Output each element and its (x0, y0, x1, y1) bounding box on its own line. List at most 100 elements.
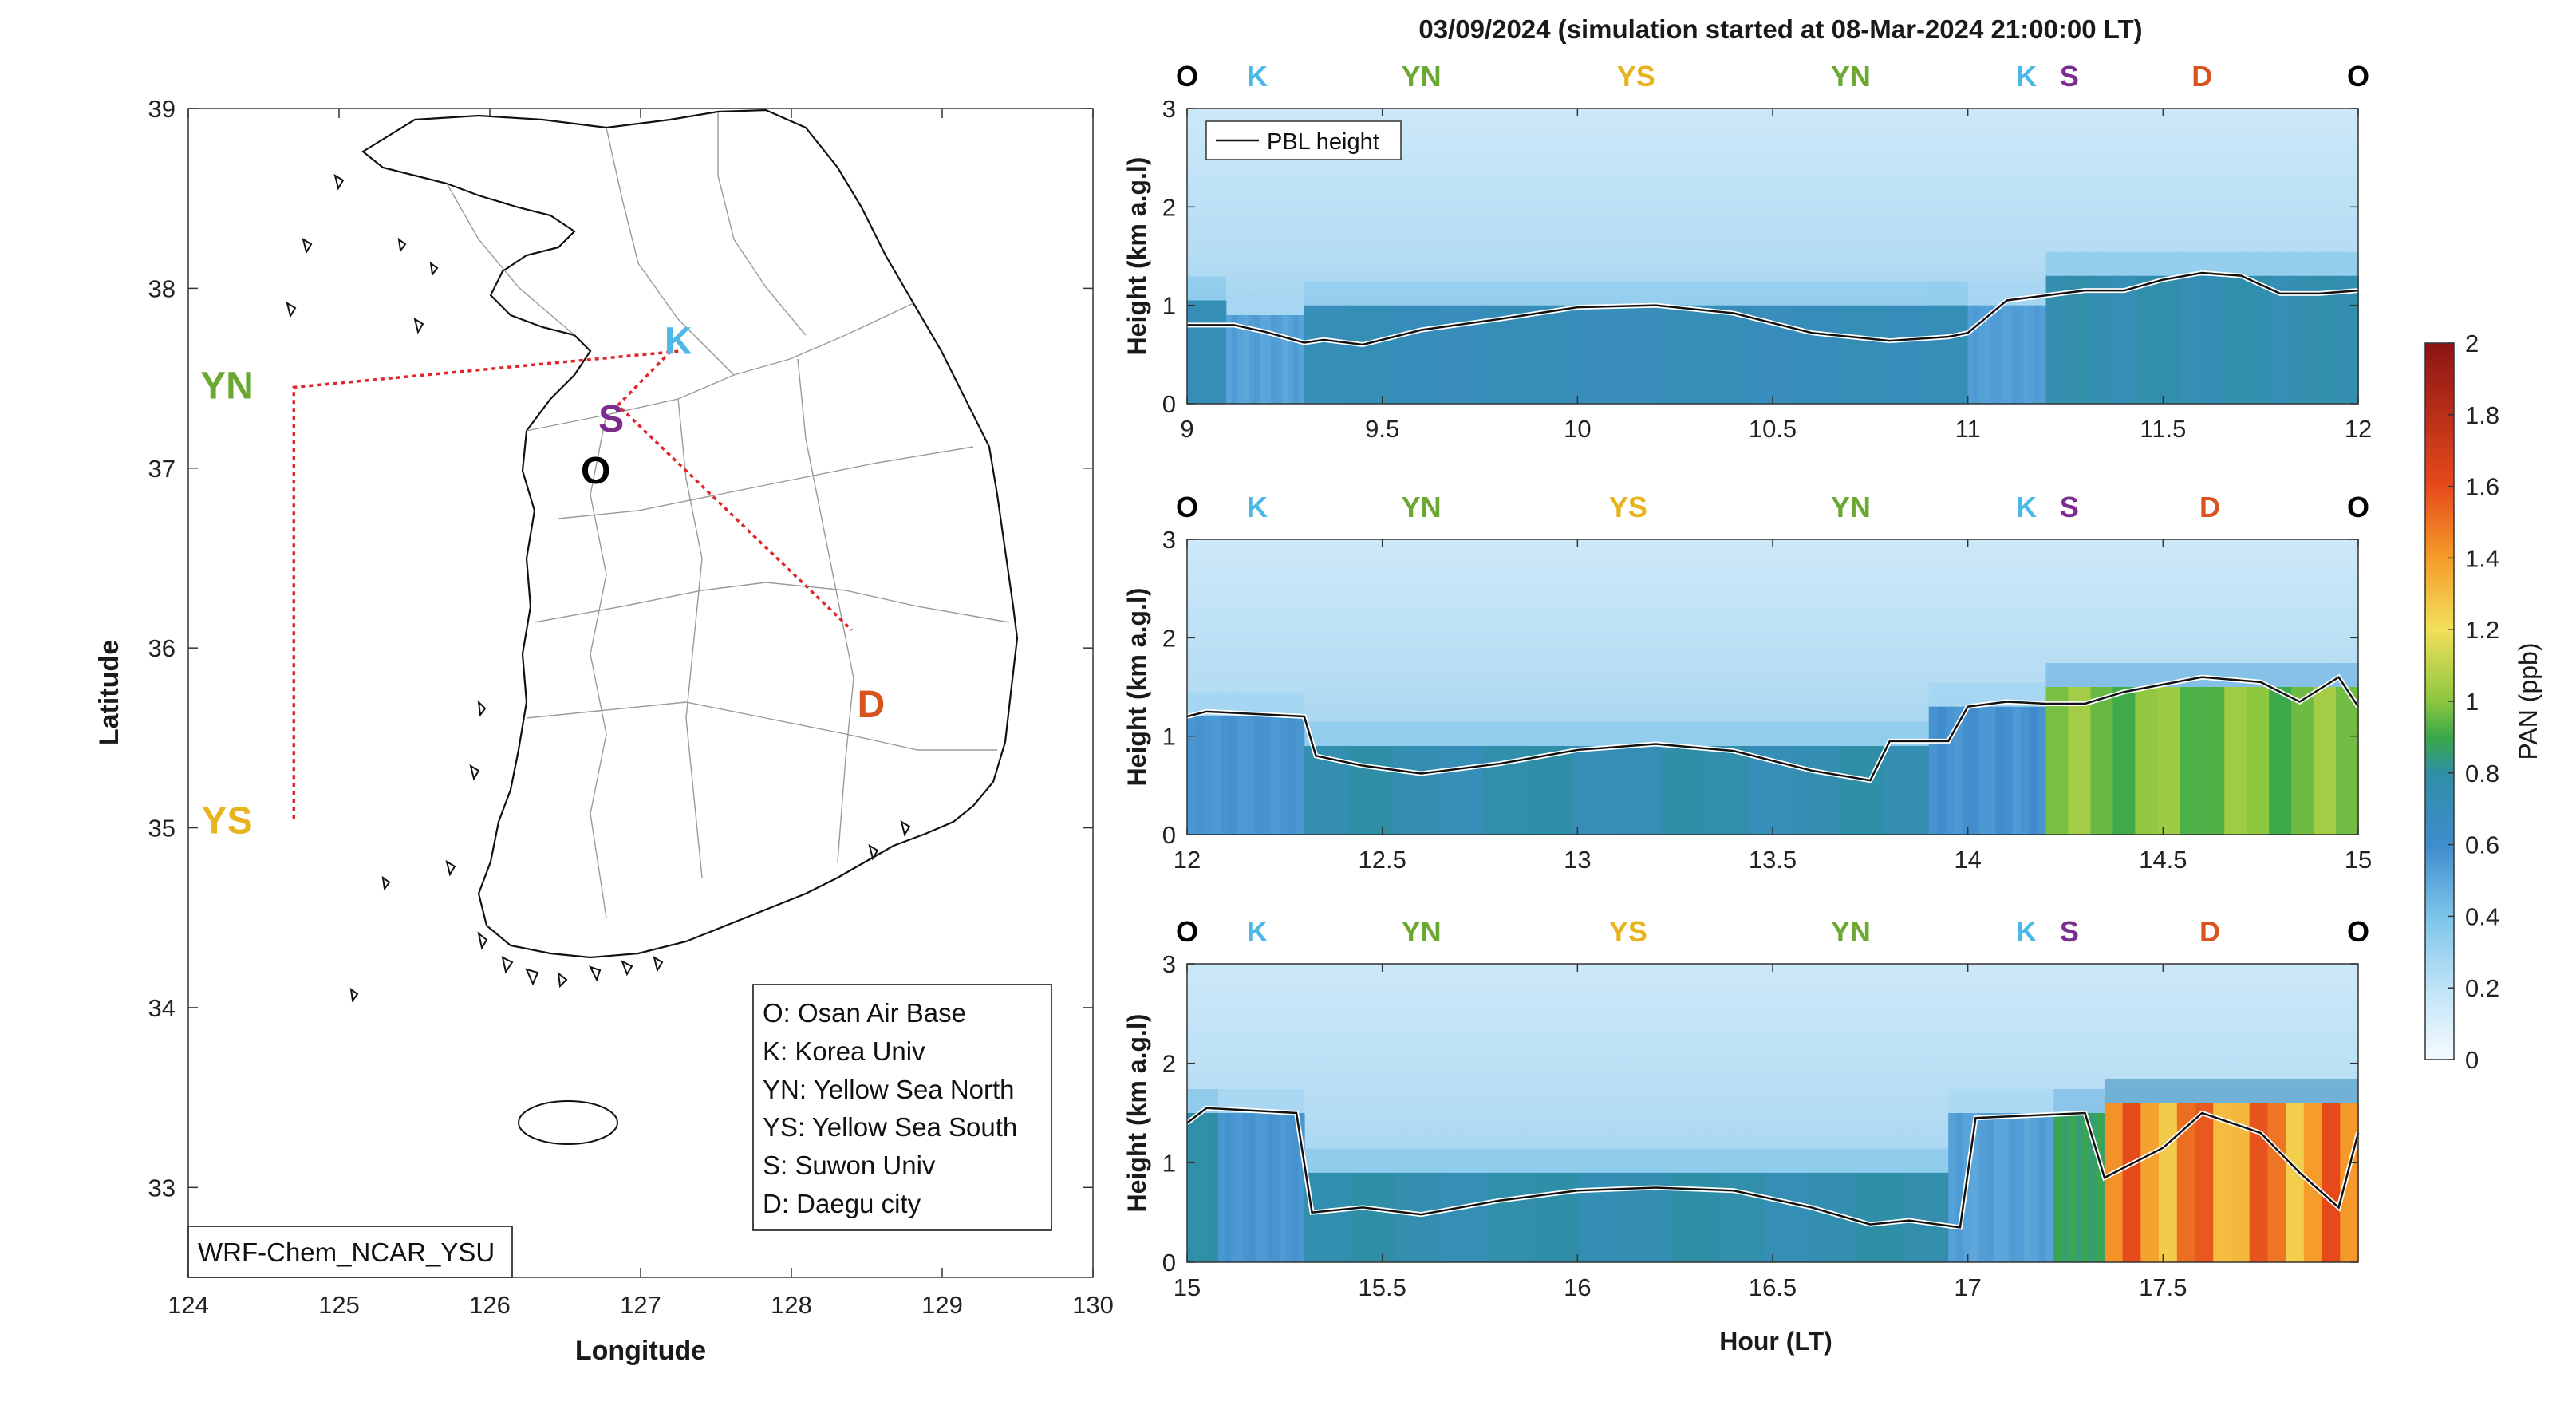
heatmap-cell (1187, 716, 1197, 835)
heatmap-xtick-label: 14 (1954, 846, 1981, 874)
heatmap-cell (1706, 305, 1751, 404)
heatmap-cell (2224, 687, 2247, 835)
pbl-legend: PBL height (1205, 120, 1402, 160)
heatmap-cell (1438, 746, 1484, 835)
heatmap-cell (1661, 305, 1706, 404)
heatmap-cell (2086, 1113, 2091, 1262)
heatmap-cell (1993, 1113, 2002, 1262)
heatmap-cell (1948, 305, 1952, 404)
heatmap-cell (2006, 305, 2014, 404)
heatmap-cell (2336, 687, 2359, 835)
heatmap-cell (2291, 687, 2314, 835)
site-mark-ys: YS (1609, 915, 1647, 948)
colorbar-label: PAN (ppb) (2514, 642, 2542, 760)
heatmap-cell (1292, 1113, 1299, 1262)
heatmap-cell (1225, 315, 1233, 404)
heatmap-cell (2135, 687, 2159, 835)
site-mark-yn: YN (1402, 60, 1442, 93)
heatmap-cell (1616, 305, 1662, 404)
heatmap-cell (1442, 1172, 1489, 1262)
heatmap-cell (1270, 716, 1280, 835)
heatmap-cell (1350, 1172, 1397, 1262)
heatmap-cell (1203, 716, 1213, 835)
heatmap-ylabel: Height (km a.g.l) (1122, 588, 1151, 787)
heatmap-cell (1202, 1113, 1206, 1262)
heatmap-cell (2068, 275, 2092, 404)
heatmap-cell (1393, 305, 1439, 404)
heatmap-cell (1962, 706, 1971, 835)
heatmap-cell (2053, 1113, 2058, 1262)
map-xtick-label: 125 (318, 1291, 360, 1319)
heatmap-cell (1220, 716, 1230, 835)
heatmap-cell (1304, 305, 1350, 404)
colorbar-tick-label: 1 (2465, 688, 2479, 716)
heatmap-cell (1209, 1113, 1213, 1262)
heatmap-cell (1572, 305, 1618, 404)
heatmap-xtick-label: 12 (1174, 846, 1201, 874)
heatmap-cell (2040, 305, 2047, 404)
heatmap-cell (2012, 706, 2022, 835)
map-panel: 124 125 126 127 128 129 130 33 34 35 36 37 38 39 (94, 95, 1114, 1366)
heatmap-xtick-label: 16 (1564, 1273, 1591, 1301)
heatmap-cell (1839, 305, 1885, 404)
heatmap-xtick-label: 16.5 (1749, 1273, 1797, 1301)
heatmap-xtick-label: 12.5 (1358, 846, 1406, 874)
heatmap-cell (1280, 1113, 1287, 1262)
heatmap-cell (2016, 1113, 2025, 1262)
heatmap-cell (1978, 1113, 1987, 1262)
heatmap-xtick-label: 13.5 (1749, 846, 1797, 874)
heatmap-cell (2101, 1113, 2105, 1262)
heatmap-xtick-label: 12 (2345, 415, 2372, 443)
heatmap-cell (1572, 746, 1618, 835)
heatmap-cell (1955, 1113, 1964, 1262)
heatmap-cell (2213, 1103, 2232, 1262)
site-mark-ys: YS (1617, 60, 1655, 93)
heatmap-cell (2064, 1113, 2069, 1262)
heatmap-cell (2112, 275, 2136, 404)
heatmap-cell (1954, 706, 1963, 835)
colorbar-tick-label: 1.2 (2465, 616, 2499, 644)
heatmap-cell (2269, 275, 2292, 404)
colorbar-tick-label: 2 (2465, 330, 2479, 357)
heatmap-cell (1203, 300, 1208, 404)
heatmap-cell (1902, 1172, 1949, 1262)
site-label-s: S (598, 398, 624, 440)
heatmap-cell (2202, 275, 2226, 404)
heatmap-cell (2314, 687, 2337, 835)
heatmap-cell (1262, 716, 1272, 835)
heatmap-cell (1928, 305, 1933, 404)
heatmap-cell (1928, 706, 1939, 835)
map-xtick-label: 129 (921, 1291, 963, 1319)
heatmap-cell (1987, 706, 1997, 835)
heatmap-cell (1986, 1113, 1994, 1262)
heatmap-xtick-label: 13 (1564, 846, 1591, 874)
model-label-box (187, 1226, 513, 1278)
heatmap-cell (1959, 305, 1963, 404)
heatmap-cell (2267, 1103, 2286, 1262)
heatmap-transition (1304, 281, 1929, 306)
heatmap-cell (1672, 1172, 1719, 1262)
heatmap-cell (2336, 275, 2359, 404)
heatmap-cell (1995, 305, 2002, 404)
heatmap-cell (1195, 300, 1199, 404)
heatmap-panel-3: 15 15.5 16 16.5 17 17.5 0 1 2 3 Height (km a.g.l) O… (1122, 915, 2369, 1301)
heatmap-cell (2029, 305, 2036, 404)
heatmap-xtick-label: 17.5 (2139, 1273, 2187, 1301)
site-mark-yn: YN (1831, 491, 1871, 523)
heatmap-cell (2157, 275, 2181, 404)
heatmap-cell (2004, 706, 2014, 835)
route-line-inland (616, 350, 853, 631)
heatmap-cell (1217, 300, 1221, 404)
site-mark-o: O (2347, 915, 2369, 948)
heatmap-cell (2180, 687, 2203, 835)
heatmap-cell (1248, 315, 1255, 404)
heatmap-transition (1187, 276, 1226, 301)
pbl-height-line (1187, 271, 2359, 346)
heatmap-cell (1934, 305, 1939, 404)
heatmap-cell (1231, 315, 1238, 404)
site-mark-o: O (1176, 60, 1198, 93)
model-label-text: WRF-Chem_NCAR_YSU (198, 1237, 495, 1267)
heatmap-cell (1527, 305, 1573, 404)
heatmap-cell (1718, 1172, 1765, 1262)
heatmap-cell (2023, 305, 2030, 404)
